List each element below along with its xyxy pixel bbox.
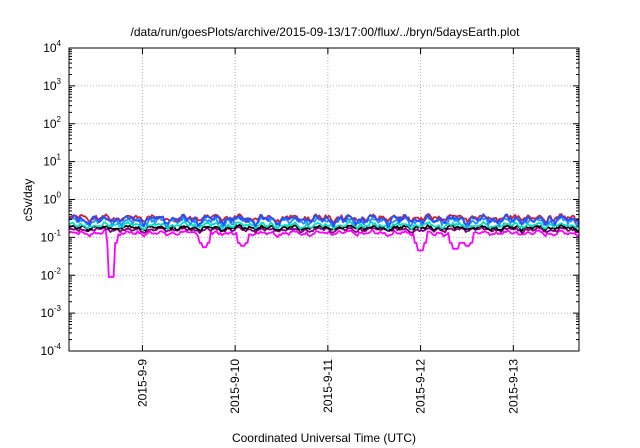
series-line bbox=[68, 223, 580, 233]
series-group bbox=[68, 213, 580, 278]
x-tick-label: 2015-9-11 bbox=[321, 359, 335, 413]
y-axis: 10-4 10-3 10-2 10-1 100 101 102 103 104 bbox=[41, 39, 579, 358]
x-tick-label: 2015-9-13 bbox=[506, 359, 520, 414]
y-tick-label: 101 bbox=[43, 153, 61, 169]
x-axis: 2015-9-9 2015-9-10 2015-9-11 2015-9-12 2015-… bbox=[135, 48, 520, 414]
x-tick-label: 2015-9-10 bbox=[228, 359, 242, 414]
y-tick-label: 10-1 bbox=[41, 228, 62, 244]
grid bbox=[69, 48, 579, 351]
y-tick-label: 102 bbox=[43, 115, 61, 131]
y-tick-label: 100 bbox=[43, 191, 61, 207]
y-axis-label: cSv/day bbox=[21, 179, 35, 222]
y-tick-label: 10-3 bbox=[41, 304, 62, 320]
y-tick-label: 104 bbox=[43, 39, 61, 55]
x-axis-label: Coordinated Universal Time (UTC) bbox=[232, 431, 416, 445]
x-tick-label: 2015-9-12 bbox=[414, 359, 428, 414]
series-line bbox=[68, 229, 580, 278]
x-tick-label: 2015-9-9 bbox=[135, 359, 149, 407]
y-tick-label: 103 bbox=[43, 77, 61, 93]
y-tick-label: 10-4 bbox=[41, 342, 62, 358]
series-line bbox=[68, 226, 580, 234]
series-line bbox=[68, 220, 580, 231]
series-line bbox=[68, 213, 580, 228]
y-tick-label: 10-2 bbox=[41, 266, 62, 282]
chart-title: /data/run/goesPlots/archive/2015-09-13/1… bbox=[131, 25, 521, 39]
